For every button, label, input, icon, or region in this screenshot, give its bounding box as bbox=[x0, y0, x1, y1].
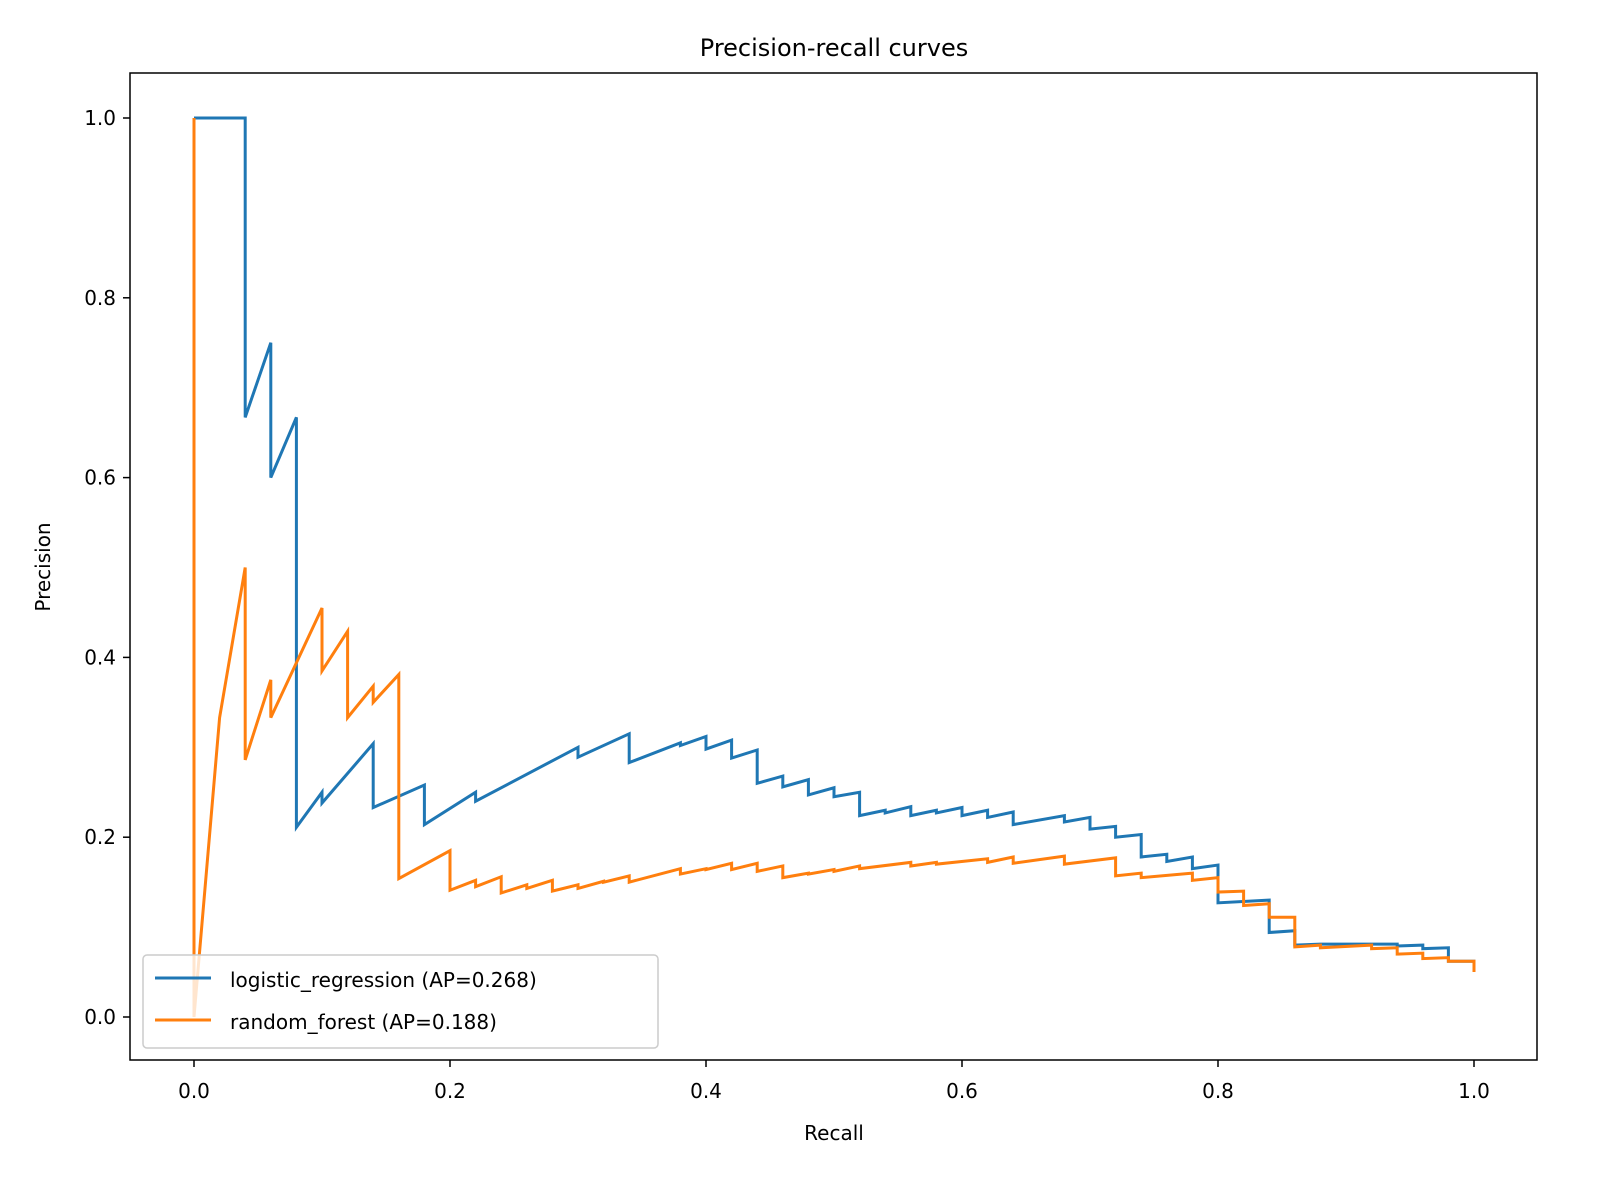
y-axis-label: Precision bbox=[31, 522, 55, 611]
legend-box bbox=[142, 954, 659, 1049]
series-line-random-forest bbox=[192, 118, 1476, 1018]
y-tick-label: 0.8 bbox=[84, 286, 116, 310]
x-tick-label: 0.4 bbox=[690, 1079, 722, 1103]
legend-label-logistic-regression: logistic_regression (AP=0.268) bbox=[230, 968, 537, 992]
x-tick-label: 0.2 bbox=[434, 1079, 466, 1103]
series-line-logistic-regression bbox=[194, 116, 1476, 973]
x-tick-label: 0.6 bbox=[946, 1079, 978, 1103]
x-axis-label: Recall bbox=[804, 1121, 864, 1145]
x-tick-label: 0.0 bbox=[178, 1079, 210, 1103]
plot-frame bbox=[129, 72, 1538, 1061]
chart-title: Precision-recall curves bbox=[700, 34, 968, 62]
y-tick-label: 0.2 bbox=[84, 825, 116, 849]
x-tick-label: 1.0 bbox=[1458, 1079, 1490, 1103]
legend: logistic_regression (AP=0.268) random_fo… bbox=[142, 954, 659, 1049]
y-tick-label: 1.0 bbox=[84, 106, 116, 130]
plot-lines bbox=[192, 116, 1476, 1018]
x-tick-label: 0.8 bbox=[1202, 1079, 1234, 1103]
y-tick-label: 0.4 bbox=[84, 645, 116, 669]
y-tick-label: 0.6 bbox=[84, 466, 116, 490]
x-axis-ticks: 0.0 0.2 0.4 0.6 0.8 1.0 bbox=[178, 1060, 1490, 1103]
legend-label-random-forest: random_forest (AP=0.188) bbox=[230, 1010, 497, 1034]
y-axis-ticks: 0.0 0.2 0.4 0.6 0.8 1.0 bbox=[84, 106, 130, 1029]
y-tick-label: 0.0 bbox=[84, 1005, 116, 1029]
